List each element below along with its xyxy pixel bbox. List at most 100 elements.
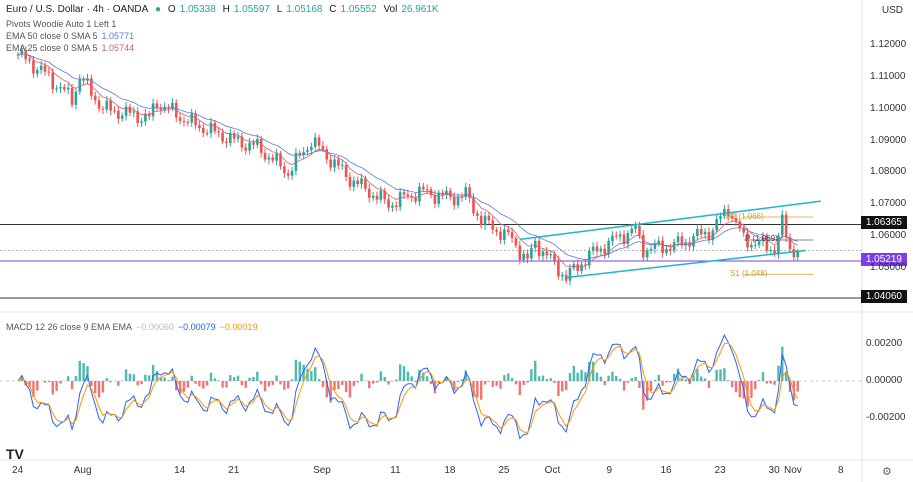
- macd-histogram-bar: [707, 381, 711, 389]
- macd-histogram-bar: [696, 368, 699, 381]
- candle-body: [171, 102, 174, 109]
- currency-label[interactable]: USD: [881, 5, 903, 16]
- macd-histogram-bar: [356, 381, 359, 383]
- candle-body: [730, 216, 734, 218]
- macd-histogram-bar: [572, 365, 576, 381]
- macd-histogram-bar: [784, 372, 788, 381]
- macd-histogram-bar: [47, 381, 51, 382]
- candle-body: [113, 110, 116, 112]
- ema50-line: [17, 53, 798, 261]
- macd-histogram-bar: [680, 378, 684, 381]
- macd-histogram-bar: [611, 371, 614, 381]
- candle-body: [468, 187, 471, 198]
- candle-body: [201, 127, 205, 133]
- macd-legend[interactable]: MACD 12 26 close 9 EMA EMA −0.00060 −0.000…: [6, 322, 258, 332]
- macd-tick-label: 0.00000: [866, 375, 903, 386]
- candle-body: [630, 228, 634, 234]
- candle-body: [549, 254, 552, 256]
- macd-histogram-bar: [171, 376, 174, 381]
- macd-histogram-bar: [688, 381, 691, 385]
- macd-histogram-bar: [510, 378, 514, 381]
- candle-body: [715, 219, 718, 231]
- candle-body: [418, 186, 421, 202]
- macd-tick-label: 0.00200: [866, 338, 903, 349]
- settings-gear-icon[interactable]: ⚙: [882, 466, 892, 478]
- candle-body: [599, 248, 603, 252]
- macd-histogram-bar: [217, 380, 220, 381]
- candle-body: [746, 232, 749, 248]
- macd-histogram-bar: [70, 381, 74, 390]
- time-tick-label: 11: [390, 465, 401, 476]
- macd-histogram-bar: [649, 381, 653, 392]
- macd-histogram-bar: [325, 381, 328, 398]
- macd-histogram-bar: [723, 368, 726, 381]
- candle-body: [163, 106, 166, 111]
- candle-body: [313, 137, 317, 147]
- macd-histogram-bar: [306, 368, 309, 381]
- price-tick-label: 1.08000: [870, 166, 907, 178]
- candle-body: [63, 87, 66, 90]
- macd-histogram-bar: [638, 381, 641, 388]
- candle-body: [757, 241, 761, 245]
- macd-histogram-bar: [580, 369, 583, 381]
- macd-histogram-bar: [599, 376, 603, 381]
- ema25-legend[interactable]: EMA 25 close 0 SMA 5 1.05744: [6, 43, 135, 53]
- macd-histogram-bar: [186, 381, 190, 388]
- time-tick-label: Nov: [784, 465, 802, 476]
- macd-histogram-bar: [534, 360, 537, 381]
- candle-body: [441, 193, 444, 196]
- candle-body: [676, 236, 680, 243]
- candle-body: [738, 221, 742, 229]
- macd-histogram-bar: [213, 378, 217, 381]
- macd-histogram-bar: [684, 379, 687, 381]
- candle-body: [371, 195, 375, 198]
- ema50-legend[interactable]: EMA 50 close 0 SMA 5 1.05771: [6, 31, 135, 41]
- candle-body: [317, 137, 321, 146]
- macd-histogram-bar: [151, 365, 155, 381]
- candle-body: [333, 159, 336, 168]
- candle-body: [750, 244, 753, 248]
- candle-body: [433, 195, 437, 204]
- candle-body: [159, 107, 163, 111]
- macd-histogram-bar: [476, 381, 479, 398]
- macd-histogram-bar: [132, 374, 135, 381]
- macd-histogram-bar: [730, 381, 734, 388]
- macd-histogram-bar: [661, 381, 664, 386]
- macd-histogram-bar: [55, 381, 58, 392]
- macd-histogram-bar: [202, 381, 205, 389]
- candle-body: [16, 54, 20, 56]
- candle-body: [221, 132, 224, 142]
- macd-histogram-bar: [495, 381, 498, 386]
- macd-histogram-bar: [777, 365, 780, 381]
- resistance-price-tag: 1.06365: [860, 216, 907, 229]
- candle-body: [788, 237, 792, 250]
- pivots-legend[interactable]: Pivots Woodie Auto 1 Left 1: [6, 19, 117, 29]
- candle-body: [680, 236, 684, 246]
- candle-body: [232, 133, 236, 139]
- candle-body: [584, 264, 587, 266]
- candle-body: [379, 190, 383, 200]
- time-tick-label: 16: [660, 465, 672, 476]
- macd-histogram-bar: [287, 381, 290, 389]
- candle-body: [530, 247, 533, 259]
- candle-body: [120, 115, 124, 119]
- macd-histogram-bar: [584, 372, 587, 381]
- macd-histogram-bar: [765, 381, 769, 384]
- candle-body: [603, 248, 607, 255]
- macd-histogram-bar: [240, 381, 244, 386]
- candle-body: [391, 205, 394, 208]
- candle-body: [394, 205, 398, 208]
- macd-histogram-bar: [182, 381, 186, 392]
- candle-body: [367, 188, 371, 198]
- macd-histogram-bar: [86, 366, 89, 381]
- macd-histogram-bar: [561, 381, 564, 392]
- candle-body: [283, 166, 286, 174]
- candle-body: [151, 103, 155, 117]
- macd-histogram-bar: [703, 378, 707, 381]
- macd-histogram-bar: [248, 377, 251, 381]
- macd-histogram-bar: [290, 379, 294, 381]
- macd-histogram-bar: [645, 381, 649, 401]
- macd-histogram-bar: [673, 373, 676, 381]
- time-tick-label: 9: [606, 465, 612, 476]
